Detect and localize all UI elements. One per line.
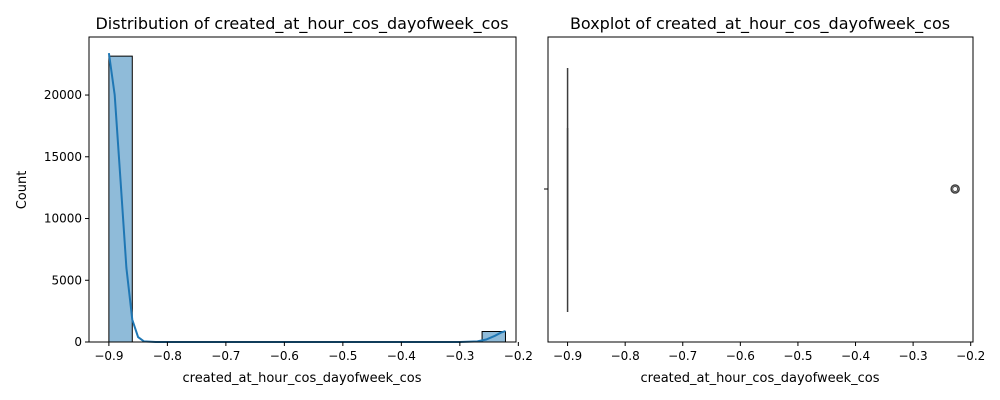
histogram-x-tick-label: −0.2 xyxy=(504,349,533,363)
histogram-x-tick-label: −0.7 xyxy=(211,349,240,363)
histogram-y-ticks: 0 5000 10000 15000 20000 xyxy=(44,88,89,349)
histogram-chart: Distribution of created_at_hour_cos_dayo… xyxy=(15,14,533,386)
boxplot-marks xyxy=(566,68,960,312)
histogram-plot-frame xyxy=(88,36,517,343)
histogram-y-tick-label: 15000 xyxy=(44,150,82,164)
boxplot-x-ticks: −0.9 −0.8 −0.7 −0.6 −0.5 −0.4 −0.3 −0.2 xyxy=(553,342,985,363)
boxplot-outlier-point-inner xyxy=(952,186,959,192)
histogram-x-ticks: −0.9 −0.8 −0.7 −0.6 −0.5 −0.4 −0.3 −0.2 xyxy=(94,342,533,363)
boxplot-x-tick-label: −0.7 xyxy=(668,349,697,363)
histogram-x-tick-label: −0.5 xyxy=(328,349,357,363)
histogram-y-tick-label: 20000 xyxy=(44,88,82,102)
boxplot-outlier-point xyxy=(950,184,960,194)
histogram-x-tick-label: −0.4 xyxy=(387,349,416,363)
histogram-title: Distribution of created_at_hour_cos_dayo… xyxy=(95,14,508,34)
histogram-x-tick-label: −0.9 xyxy=(94,349,123,363)
boxplot-x-tick-label: −0.8 xyxy=(611,349,640,363)
histogram-bar-1 xyxy=(108,55,133,343)
histogram-x-label: created_at_hour_cos_dayofweek_cos xyxy=(183,371,422,386)
boxplot-chart: Boxplot of created_at_hour_cos_dayofweek… xyxy=(544,14,985,386)
kde-line xyxy=(107,52,506,343)
boxplot-x-tick-label: −0.6 xyxy=(726,349,755,363)
boxplot-x-tick-label: −0.9 xyxy=(553,349,582,363)
histogram-y-tick-label: 0 xyxy=(74,335,82,349)
boxplot-x-label: created_at_hour_cos_dayofweek_cos xyxy=(641,371,880,386)
boxplot-x-tick-label: −0.2 xyxy=(956,349,985,363)
histogram-x-tick-label: −0.6 xyxy=(270,349,299,363)
boxplot-x-tick-label: −0.4 xyxy=(841,349,870,363)
histogram-x-tick-label: −0.3 xyxy=(445,349,474,363)
boxplot-plot-frame xyxy=(547,36,974,343)
boxplot-title: Boxplot of created_at_hour_cos_dayofweek… xyxy=(570,14,950,34)
histogram-y-label: Count xyxy=(15,171,30,210)
histogram-y-tick-label: 10000 xyxy=(44,212,82,226)
histogram-bars xyxy=(108,55,506,343)
boxplot-x-tick-label: −0.5 xyxy=(783,349,812,363)
histogram-x-tick-label: −0.8 xyxy=(153,349,182,363)
boxplot-x-tick-label: −0.3 xyxy=(899,349,928,363)
histogram-y-tick-label: 5000 xyxy=(51,273,82,287)
